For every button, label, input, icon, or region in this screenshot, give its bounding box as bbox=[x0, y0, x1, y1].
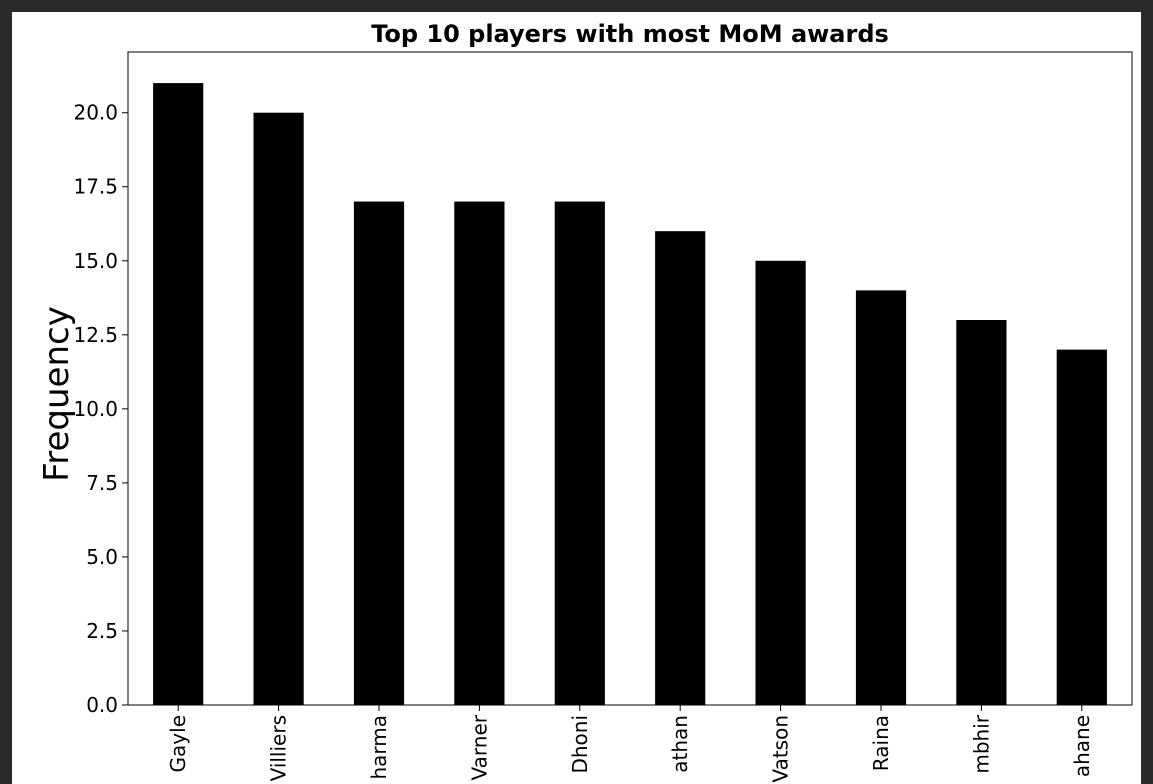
bar-8 bbox=[855, 290, 907, 705]
y-tick-label-9: 20.0 bbox=[73, 101, 118, 125]
bar-10 bbox=[1056, 349, 1107, 705]
bar-5 bbox=[554, 201, 605, 705]
x-tick-label-4: Varner bbox=[467, 714, 491, 780]
bar-1 bbox=[153, 83, 204, 706]
chart-figure: Top 10 players with most MoM awards Freq… bbox=[12, 12, 1141, 784]
bar-6 bbox=[655, 231, 706, 706]
x-tick-label-2: Villiers bbox=[267, 715, 291, 781]
y-tick-label-8: 17.5 bbox=[73, 175, 118, 199]
y-axis-label: Frequency bbox=[37, 306, 77, 482]
x-tick-label-9: mbhir bbox=[969, 714, 993, 773]
bars-group bbox=[153, 83, 1107, 706]
y-tick-label-3: 5.0 bbox=[86, 545, 118, 569]
bar-chart: Top 10 players with most MoM awards Freq… bbox=[37, 20, 1133, 783]
bar-4 bbox=[454, 201, 505, 705]
bar-2 bbox=[253, 112, 304, 706]
x-tick-label-10: ahane bbox=[1070, 715, 1094, 777]
x-tick-label-6: athan bbox=[668, 715, 692, 773]
chart-title: Top 10 players with most MoM awards bbox=[371, 20, 889, 48]
x-tick-label-7: Vatson bbox=[769, 715, 793, 783]
y-tick-label-6: 12.5 bbox=[73, 323, 118, 347]
x-axis: Gayle Villiers harma Varner Dhoni athan Vatson… bbox=[166, 705, 1094, 783]
x-tick-label-1: Gayle bbox=[166, 715, 190, 772]
x-tick-label-8: Raina bbox=[869, 715, 893, 771]
bar-9 bbox=[956, 320, 1007, 705]
bar-3 bbox=[353, 201, 405, 705]
y-tick-label-2: 2.5 bbox=[86, 619, 118, 643]
y-tick-label-1: 0.0 bbox=[86, 693, 118, 717]
y-tick-label-7: 15.0 bbox=[73, 249, 118, 273]
bar-7 bbox=[755, 260, 806, 705]
x-tick-label-3: harma bbox=[367, 715, 391, 780]
y-axis: 0.0 2.5 5.0 7.5 10.0 12.5 15.0 17.5 20.0 bbox=[73, 101, 128, 717]
plot-frame bbox=[127, 51, 1133, 706]
y-tick-label-5: 10.0 bbox=[73, 397, 118, 421]
x-tick-label-5: Dhoni bbox=[568, 715, 592, 774]
y-tick-label-4: 7.5 bbox=[86, 471, 118, 495]
